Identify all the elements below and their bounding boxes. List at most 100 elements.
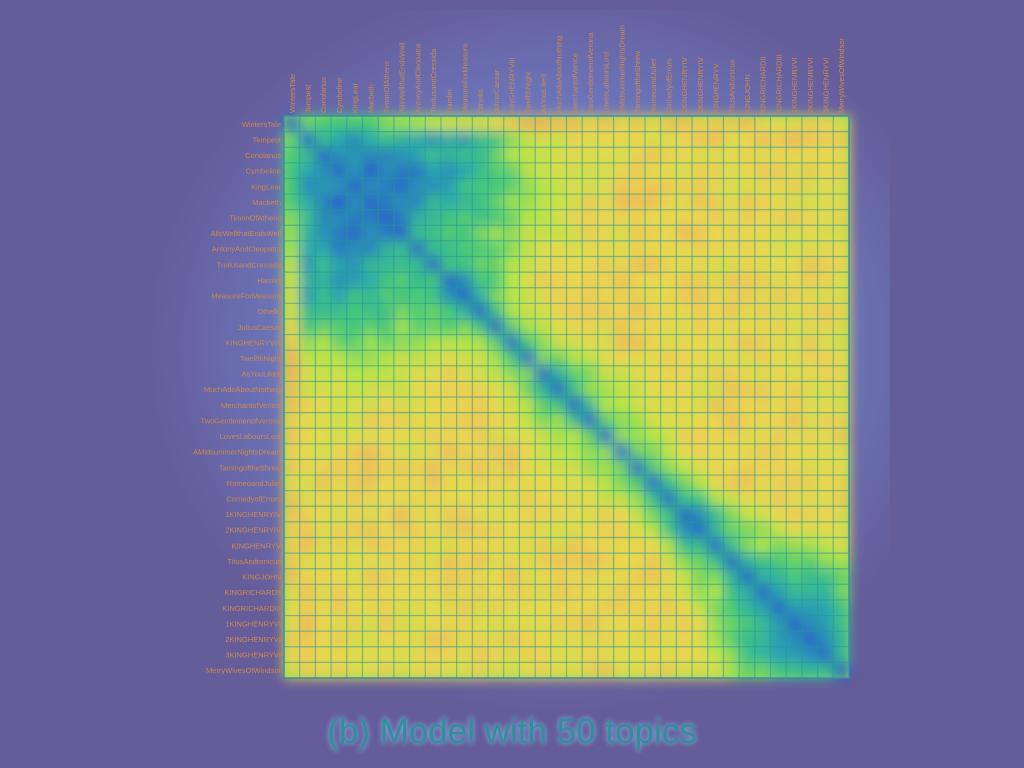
heatmap-cell	[692, 490, 709, 507]
heatmap-cell	[770, 537, 787, 554]
heatmap-cell	[456, 365, 473, 382]
heatmap-cell	[597, 194, 615, 211]
heatmap-cell	[597, 116, 615, 133]
heatmap-cell	[393, 490, 411, 507]
heatmap-cell	[550, 178, 568, 195]
heatmap-cell	[331, 412, 348, 429]
heatmap-cell	[503, 365, 521, 382]
heatmap-cell	[503, 116, 521, 133]
heatmap-cell	[425, 397, 442, 414]
heatmap-cell	[315, 381, 332, 398]
heatmap-cell	[503, 287, 521, 304]
heatmap-cell	[393, 209, 411, 226]
heatmap-cell	[299, 537, 316, 554]
heatmap-cell	[456, 490, 473, 507]
heatmap-cell	[440, 194, 458, 211]
heatmap-cell	[393, 381, 411, 398]
heatmap-cell	[315, 553, 332, 570]
heatmap-cell	[613, 131, 630, 148]
column-label: 1KINGHENRYVI	[790, 57, 799, 113]
heatmap-cell	[440, 334, 458, 351]
heatmap-cell	[629, 131, 646, 148]
heatmap-cell	[817, 350, 834, 367]
heatmap-cell	[692, 287, 709, 304]
heatmap-cell	[299, 116, 316, 133]
heatmap-cell	[817, 287, 834, 304]
heatmap-cell	[409, 350, 426, 367]
heatmap-cell	[613, 287, 630, 304]
heatmap-cell	[346, 365, 364, 382]
heatmap-cell	[472, 553, 489, 570]
heatmap-cell	[472, 631, 489, 648]
heatmap-cell	[425, 225, 442, 242]
heatmap-cell	[597, 412, 615, 429]
heatmap-cell	[613, 459, 630, 476]
heatmap-cell	[660, 553, 677, 570]
heatmap-cell	[284, 194, 301, 211]
heatmap-cell	[566, 365, 583, 382]
heatmap-cell	[723, 131, 740, 148]
heatmap-cell	[519, 116, 536, 133]
heatmap-cell	[597, 318, 615, 336]
heatmap-cell	[707, 506, 725, 523]
heatmap-cell	[566, 162, 583, 180]
column-label: AntonyAndCleopatra	[413, 43, 422, 113]
heatmap-cell	[644, 162, 662, 180]
heatmap-cell	[597, 599, 615, 617]
heatmap-cell	[440, 178, 458, 195]
heatmap-cell	[770, 428, 787, 445]
heatmap-cell	[299, 631, 316, 648]
heatmap-cell	[786, 272, 803, 289]
heatmap-cell	[833, 521, 850, 539]
heatmap-cell	[346, 459, 364, 476]
column-label: Othello	[476, 89, 485, 113]
heatmap-cell	[660, 287, 677, 304]
column-label: AsYouLikeIt	[539, 73, 548, 113]
row-label: MerryWivesOfWindsor	[206, 666, 282, 675]
heatmap-cell	[409, 615, 426, 632]
heatmap-cell	[770, 662, 787, 679]
heatmap-cell	[770, 459, 787, 476]
heatmap-cell	[660, 178, 677, 195]
heatmap-cell	[456, 568, 473, 585]
heatmap-cell	[378, 537, 395, 554]
heatmap-cell	[833, 412, 850, 429]
heatmap-cell	[817, 303, 834, 320]
heatmap-cell	[692, 584, 709, 601]
row-label: Coriolanus	[245, 151, 281, 160]
heatmap-cell	[331, 568, 348, 585]
heatmap-cell	[503, 162, 521, 180]
heatmap-cell	[582, 428, 599, 445]
heatmap-cell	[425, 568, 442, 585]
heatmap-cell	[488, 318, 505, 336]
heatmap-cell	[786, 256, 803, 273]
heatmap-cell	[801, 147, 819, 164]
heatmap-cell	[739, 116, 756, 133]
heatmap-cell	[378, 584, 395, 601]
heatmap-cell	[566, 568, 583, 585]
heatmap-cell	[346, 599, 364, 617]
heatmap-cell	[660, 350, 677, 367]
heatmap-cell	[629, 412, 646, 429]
heatmap-cell	[503, 318, 521, 336]
heatmap-cell	[535, 303, 552, 320]
heatmap-cell	[472, 350, 489, 367]
heatmap-cell	[739, 397, 756, 414]
row-label: WintersTale	[242, 120, 281, 129]
heatmap-cell	[346, 350, 364, 367]
heatmap-cell	[550, 490, 568, 507]
heatmap-cell	[707, 225, 725, 242]
heatmap-cell	[299, 225, 316, 242]
heatmap-cell	[644, 318, 662, 336]
heatmap-cell	[786, 506, 803, 523]
column-label: 2KINGHENRYVI	[806, 57, 815, 113]
heatmap-cell	[409, 131, 426, 148]
heatmap-cell	[393, 428, 411, 445]
heatmap-cell	[629, 646, 646, 663]
heatmap-cell	[472, 240, 489, 258]
row-label: Othello	[257, 307, 281, 316]
heatmap-cell	[613, 412, 630, 429]
heatmap-cell	[456, 350, 473, 367]
heatmap-cell	[629, 459, 646, 476]
heatmap-cell	[582, 240, 599, 258]
